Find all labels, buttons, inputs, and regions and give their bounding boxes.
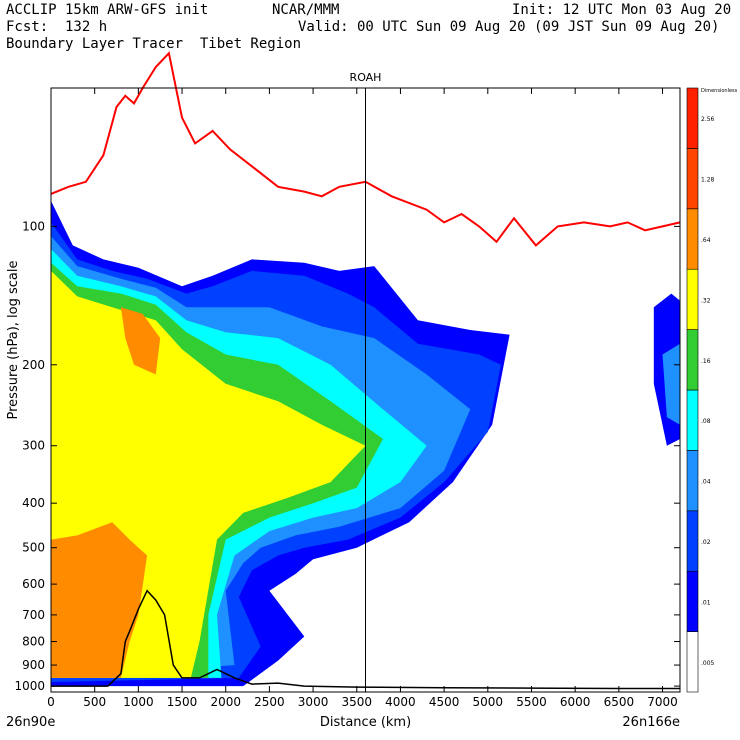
x-axis-label: Distance (km) [320,715,411,730]
colorbar-label: .005 [701,660,715,667]
x-tick-label: 6500 [604,695,635,709]
y-tick-label: 900 [22,658,45,672]
colorbar-segment [686,148,699,210]
colorbar-segment [686,389,699,451]
colorbar-label: .16 [701,358,711,365]
colorbar-label: .64 [701,237,711,244]
y-tick-label: 1000 [14,679,45,693]
colorbar-label: 2.56 [701,116,715,123]
x-endpoint-right: 26n166e [622,715,680,730]
chart-title: ROAH [350,71,382,84]
y-axis-label: Pressure (hPa), log scale [6,261,21,420]
x-tick-label: 4500 [429,695,460,709]
colorbar-segment [686,268,699,330]
x-tick-label: 3000 [298,695,329,709]
colorbar-label: .01 [701,599,711,606]
x-tick-label: 2000 [210,695,241,709]
colorbar-label: .02 [701,539,711,546]
org-label: NCAR/MMM [272,2,340,18]
x-tick-label: 4000 [385,695,416,709]
y-tick-label: 400 [22,496,45,510]
x-tick-label: 5500 [516,695,547,709]
x-endpoint-left: 26n90e [6,715,55,730]
y-tick-label: 700 [22,608,45,622]
x-tick-label: 2500 [254,695,285,709]
model-title: ACCLIP 15km ARW-GFS init [6,2,209,18]
colorbar-label: .32 [701,297,711,304]
x-tick-label: 7000 [647,695,678,709]
y-tick-label: 200 [22,358,45,372]
colorbar-segment [686,510,699,572]
x-tick-label: 1000 [123,695,154,709]
colorbar-title: Dimensionless [701,88,738,94]
tracer-band-07 [51,522,148,678]
colorbar-segment [686,87,699,149]
tracer-plume-right-inner [662,343,680,425]
forecast-hour: Fcst: 132 h [6,19,108,35]
colorbar-label: 1.28 [701,177,715,184]
y-tick-label: 600 [22,577,45,591]
y-tick-label: 500 [22,541,45,555]
x-tick-label: 5000 [473,695,504,709]
x-tick-label: 6000 [560,695,591,709]
colorbar-label: .08 [701,418,711,425]
colorbar-label: .04 [701,479,711,486]
valid-time: Valid: 00 UTC Sun 09 Aug 20 (09 JST Sun … [298,19,720,35]
x-tick-label: 0 [47,695,55,709]
colorbar-segment [686,329,699,391]
tropopause-line [50,51,681,247]
y-tick-label: 300 [22,439,45,453]
tracer-band-07b [120,307,161,375]
x-tick-label: 1500 [167,695,198,709]
colorbar-segment [686,631,699,693]
init-time: Init: 12 UTC Mon 03 Aug 20 [512,2,732,18]
colorbar-segment [686,208,699,270]
colorbar-segment [686,450,699,512]
colorbar-segment [686,570,699,632]
y-tick-label: 800 [22,635,45,649]
x-tick-label: 3500 [341,695,372,709]
product-title: Boundary Layer Tracer Tibet Region [6,36,302,52]
x-tick-label: 500 [83,695,106,709]
plot-frame [50,87,681,693]
y-tick-label: 100 [22,219,45,233]
